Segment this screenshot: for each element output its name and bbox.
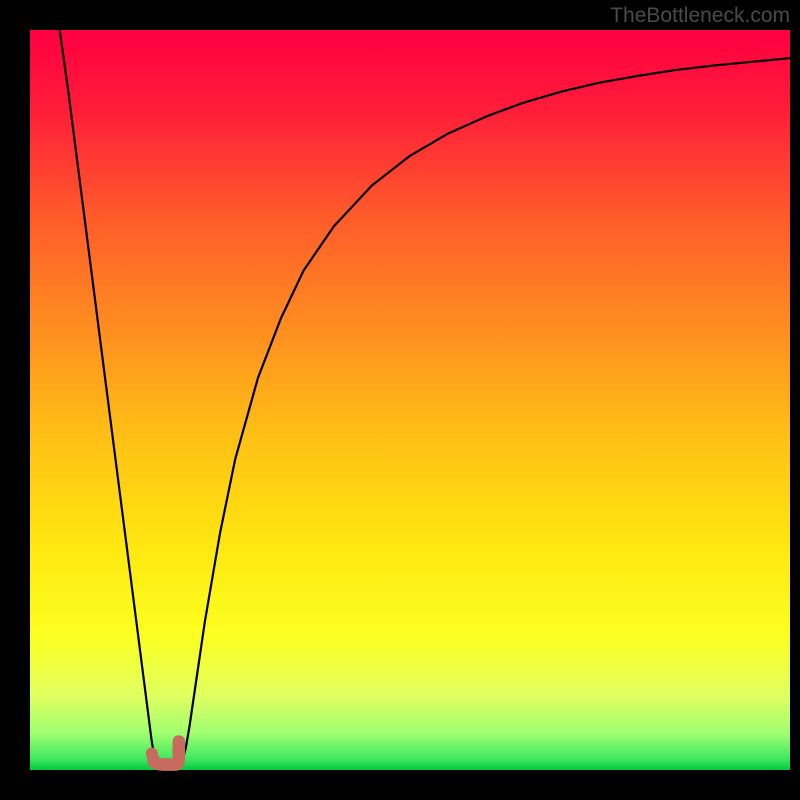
plot-background — [30, 30, 790, 770]
bottleneck-chart — [0, 0, 800, 800]
optimal-marker-dot — [146, 748, 158, 760]
watermark-text: TheBottleneck.com — [610, 4, 790, 28]
